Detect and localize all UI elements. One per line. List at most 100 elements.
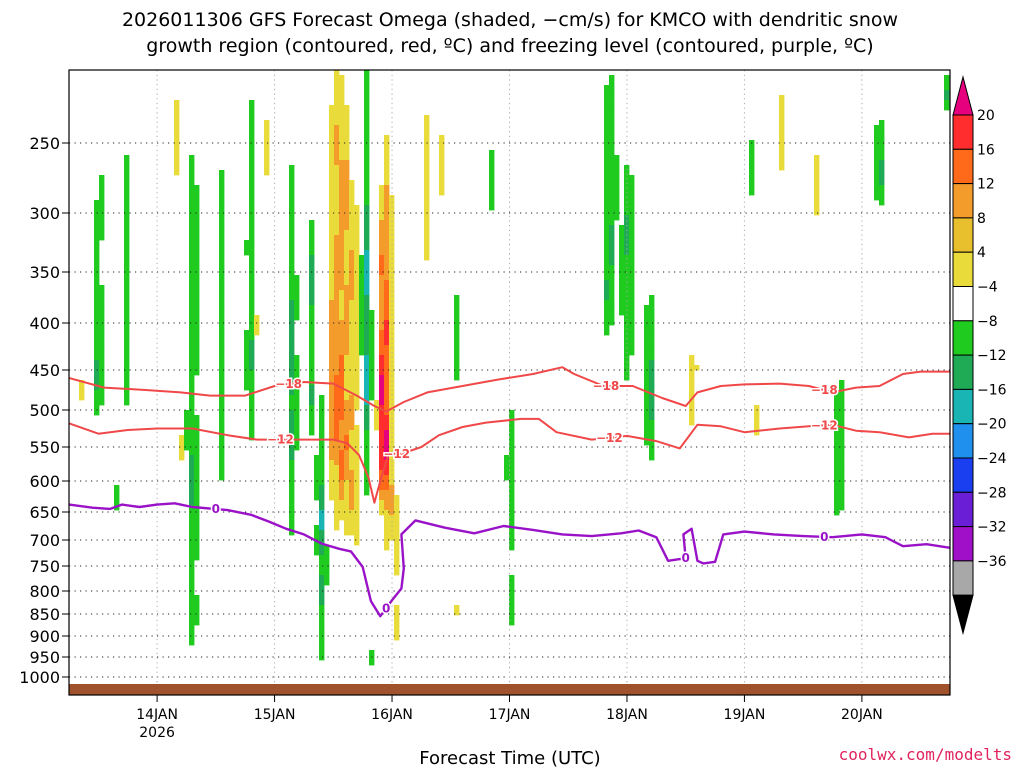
omega-cell — [509, 455, 515, 461]
omega-cell — [384, 365, 390, 371]
omega-cell — [319, 425, 325, 431]
omega-cell — [219, 230, 225, 236]
omega-cell — [99, 340, 105, 346]
omega-cell — [289, 340, 295, 346]
omega-cell — [189, 250, 195, 256]
omega-cell — [624, 335, 630, 341]
omega-cell — [124, 210, 130, 216]
omega-cell — [124, 180, 130, 186]
omega-cell — [389, 285, 395, 291]
omega-cell — [394, 520, 400, 526]
credit-text[interactable]: coolwx.com/modelts — [839, 745, 1012, 764]
omega-cell — [839, 470, 845, 476]
omega-cell — [249, 430, 255, 436]
omega-cell — [189, 285, 195, 291]
omega-cell — [374, 410, 380, 416]
omega-cell — [879, 160, 885, 166]
omega-cell — [389, 315, 395, 321]
omega-cell — [344, 205, 350, 211]
omega-cell — [219, 425, 225, 431]
omega-cell — [364, 445, 370, 451]
omega-cell — [189, 365, 195, 371]
omega-cell — [344, 335, 350, 341]
omega-cell — [629, 245, 635, 251]
omega-cell — [384, 265, 390, 271]
omega-cell — [874, 185, 880, 191]
omega-cell — [289, 375, 295, 381]
omega-cell — [624, 210, 630, 216]
omega-cell — [344, 155, 350, 161]
omega-cell — [354, 505, 360, 511]
omega-cell — [604, 320, 610, 326]
omega-cell — [309, 300, 315, 306]
omega-cell — [489, 165, 495, 171]
x-axis-label: Forecast Time (UTC) — [419, 748, 600, 768]
omega-cell — [329, 440, 335, 446]
omega-cell — [649, 375, 655, 381]
omega-cell — [614, 195, 620, 201]
omega-cell — [879, 135, 885, 141]
x-tick-label: 14JAN — [136, 707, 178, 723]
omega-cell — [349, 525, 355, 531]
omega-cell — [779, 95, 785, 101]
omega-cell — [379, 415, 385, 421]
omega-cell — [879, 185, 885, 191]
omega-cell — [364, 375, 370, 381]
omega-cell — [319, 655, 325, 661]
omega-cell — [339, 295, 345, 301]
omega-cell — [189, 490, 195, 496]
omega-cell — [309, 365, 315, 371]
omega-cell — [389, 300, 395, 306]
omega-cell — [629, 270, 635, 276]
omega-cell — [349, 420, 355, 426]
omega-cell — [604, 230, 610, 236]
omega-cell — [649, 400, 655, 406]
omega-cell — [644, 305, 650, 311]
omega-cell — [344, 170, 350, 176]
omega-cell — [624, 220, 630, 226]
omega-cell — [249, 225, 255, 231]
omega-cell — [379, 410, 385, 416]
omega-cell — [339, 250, 345, 256]
omega-cell — [294, 440, 300, 446]
omega-cell — [194, 435, 200, 441]
omega-cell — [394, 570, 400, 576]
omega-cell — [174, 150, 180, 156]
omega-cell — [609, 260, 615, 266]
omega-cell — [334, 330, 340, 336]
omega-cell — [604, 285, 610, 291]
omega-cell — [289, 365, 295, 371]
omega-cell — [194, 500, 200, 506]
omega-cell — [389, 205, 395, 211]
omega-cell — [814, 160, 820, 166]
omega-cell — [124, 170, 130, 176]
omega-cell — [309, 225, 315, 231]
omega-cell — [189, 435, 195, 441]
omega-cell — [289, 525, 295, 531]
omega-cell — [189, 230, 195, 236]
colorbar-top-arrow — [952, 75, 974, 116]
omega-cell — [334, 435, 340, 441]
omega-cell — [349, 425, 355, 431]
omega-cell — [184, 415, 190, 421]
omega-cell — [334, 475, 340, 481]
omega-cell — [344, 380, 350, 386]
omega-cell — [644, 430, 650, 436]
omega-cell — [424, 160, 430, 166]
omega-cell — [334, 360, 340, 366]
omega-cell — [219, 415, 225, 421]
omega-cell — [379, 200, 385, 206]
contour-label: −18 — [592, 379, 619, 393]
omega-cell — [194, 365, 200, 371]
omega-cell — [354, 535, 360, 541]
omega-cell — [619, 265, 625, 271]
omega-cell — [369, 315, 375, 321]
omega-cell — [624, 375, 630, 381]
omega-cell — [114, 500, 120, 506]
omega-cell — [289, 305, 295, 311]
omega-cell — [384, 170, 390, 176]
omega-cell — [334, 185, 340, 191]
omega-cell — [194, 185, 200, 191]
omega-cell — [384, 270, 390, 276]
omega-cell — [394, 515, 400, 521]
